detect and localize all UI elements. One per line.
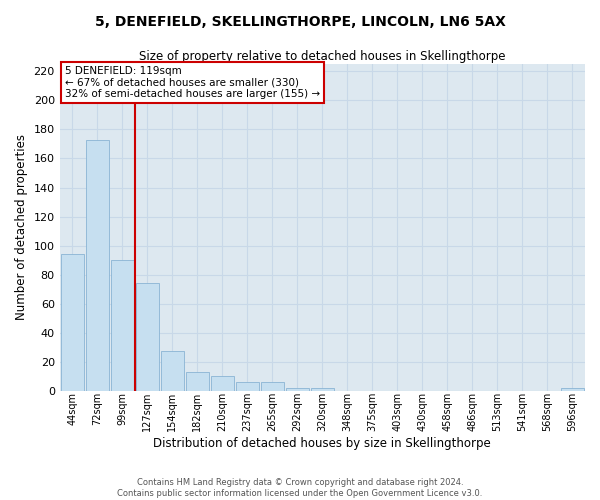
Bar [561, 388, 584, 390]
X-axis label: Distribution of detached houses by size in Skellingthorpe: Distribution of detached houses by size … [154, 437, 491, 450]
Text: 5 DENEFIELD: 119sqm
← 67% of detached houses are smaller (330)
32% of semi-detac: 5 DENEFIELD: 119sqm ← 67% of detached ho… [65, 66, 320, 99]
Bar [211, 376, 234, 390]
Bar [261, 382, 284, 390]
Bar [311, 388, 334, 390]
Bar [86, 140, 109, 390]
Text: 5, DENEFIELD, SKELLINGTHORPE, LINCOLN, LN6 5AX: 5, DENEFIELD, SKELLINGTHORPE, LINCOLN, L… [95, 15, 505, 29]
Bar [286, 388, 309, 390]
Bar [236, 382, 259, 390]
Bar [110, 260, 134, 390]
Title: Size of property relative to detached houses in Skellingthorpe: Size of property relative to detached ho… [139, 50, 506, 63]
Bar [136, 284, 159, 391]
Y-axis label: Number of detached properties: Number of detached properties [15, 134, 28, 320]
Bar [186, 372, 209, 390]
Bar [161, 352, 184, 391]
Text: Contains HM Land Registry data © Crown copyright and database right 2024.
Contai: Contains HM Land Registry data © Crown c… [118, 478, 482, 498]
Bar [61, 254, 83, 390]
